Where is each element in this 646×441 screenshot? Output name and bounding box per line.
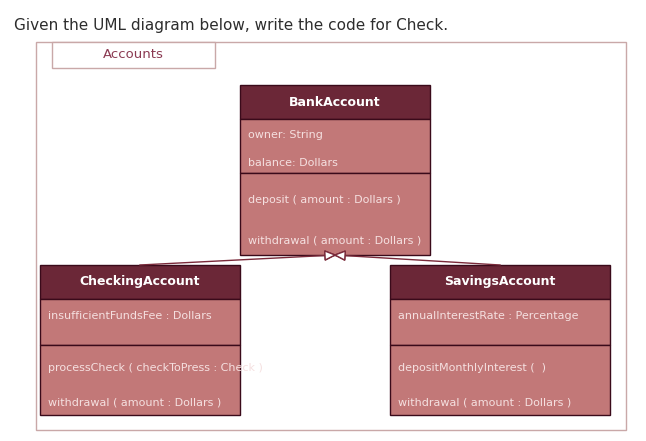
Text: Accounts: Accounts bbox=[103, 49, 164, 61]
Text: withdrawal ( amount : Dollars ): withdrawal ( amount : Dollars ) bbox=[248, 236, 421, 246]
Text: withdrawal ( amount : Dollars ): withdrawal ( amount : Dollars ) bbox=[48, 398, 221, 408]
Polygon shape bbox=[325, 251, 335, 260]
Polygon shape bbox=[335, 251, 345, 260]
Text: insufficientFundsFee : Dollars: insufficientFundsFee : Dollars bbox=[48, 311, 212, 321]
Text: withdrawal ( amount : Dollars ): withdrawal ( amount : Dollars ) bbox=[398, 398, 571, 408]
Text: BankAccount: BankAccount bbox=[289, 96, 380, 108]
Bar bbox=[36, 42, 626, 430]
Text: balance: Dollars: balance: Dollars bbox=[248, 157, 338, 168]
Bar bbox=[390, 299, 610, 345]
Text: CheckingAccount: CheckingAccount bbox=[79, 276, 200, 288]
Bar bbox=[240, 85, 430, 119]
Text: annualInterestRate : Percentage: annualInterestRate : Percentage bbox=[398, 311, 579, 321]
Bar bbox=[390, 265, 610, 299]
Bar bbox=[240, 173, 430, 255]
Bar bbox=[40, 299, 240, 345]
Bar bbox=[240, 119, 430, 173]
Bar bbox=[40, 345, 240, 415]
Text: SavingsAccount: SavingsAccount bbox=[444, 276, 556, 288]
Text: deposit ( amount : Dollars ): deposit ( amount : Dollars ) bbox=[248, 195, 401, 205]
Text: processCheck ( checkToPress : Check ): processCheck ( checkToPress : Check ) bbox=[48, 363, 263, 373]
Text: depositMonthlyInterest (  ): depositMonthlyInterest ( ) bbox=[398, 363, 546, 373]
Bar bbox=[390, 345, 610, 415]
Bar bbox=[40, 265, 240, 299]
Text: Given the UML diagram below, write the code for Check.: Given the UML diagram below, write the c… bbox=[14, 18, 448, 33]
Bar bbox=[52, 42, 215, 68]
Text: owner: String: owner: String bbox=[248, 131, 323, 140]
